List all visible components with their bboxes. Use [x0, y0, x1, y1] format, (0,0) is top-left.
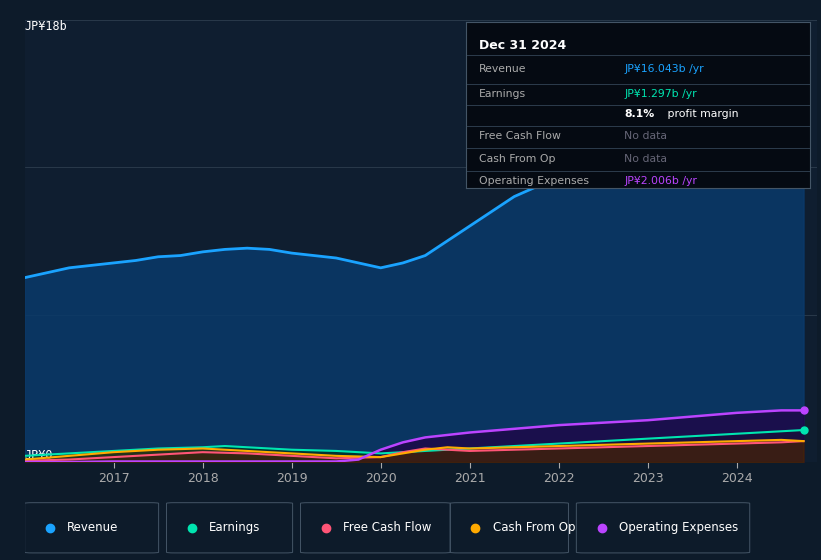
Text: Operating Expenses: Operating Expenses	[479, 176, 589, 186]
Text: 8.1%: 8.1%	[624, 109, 654, 119]
Text: Revenue: Revenue	[479, 64, 527, 74]
Text: Cash From Op: Cash From Op	[479, 153, 556, 164]
Text: Earnings: Earnings	[479, 89, 526, 99]
Text: Free Cash Flow: Free Cash Flow	[343, 521, 431, 534]
Text: JP¥1.297b /yr: JP¥1.297b /yr	[624, 89, 697, 99]
Text: Earnings: Earnings	[209, 521, 260, 534]
Text: No data: No data	[624, 132, 667, 141]
Text: Free Cash Flow: Free Cash Flow	[479, 132, 562, 141]
Text: JP¥2.006b /yr: JP¥2.006b /yr	[624, 176, 697, 186]
Text: No data: No data	[624, 153, 667, 164]
Text: JP¥18b: JP¥18b	[25, 20, 67, 32]
Text: Dec 31 2024: Dec 31 2024	[479, 39, 566, 52]
Text: JP¥16.043b /yr: JP¥16.043b /yr	[624, 64, 704, 74]
Text: Revenue: Revenue	[67, 521, 118, 534]
Text: Operating Expenses: Operating Expenses	[619, 521, 738, 534]
Text: Cash From Op: Cash From Op	[493, 521, 576, 534]
Text: JP¥0: JP¥0	[25, 449, 53, 462]
Text: profit margin: profit margin	[663, 109, 738, 119]
